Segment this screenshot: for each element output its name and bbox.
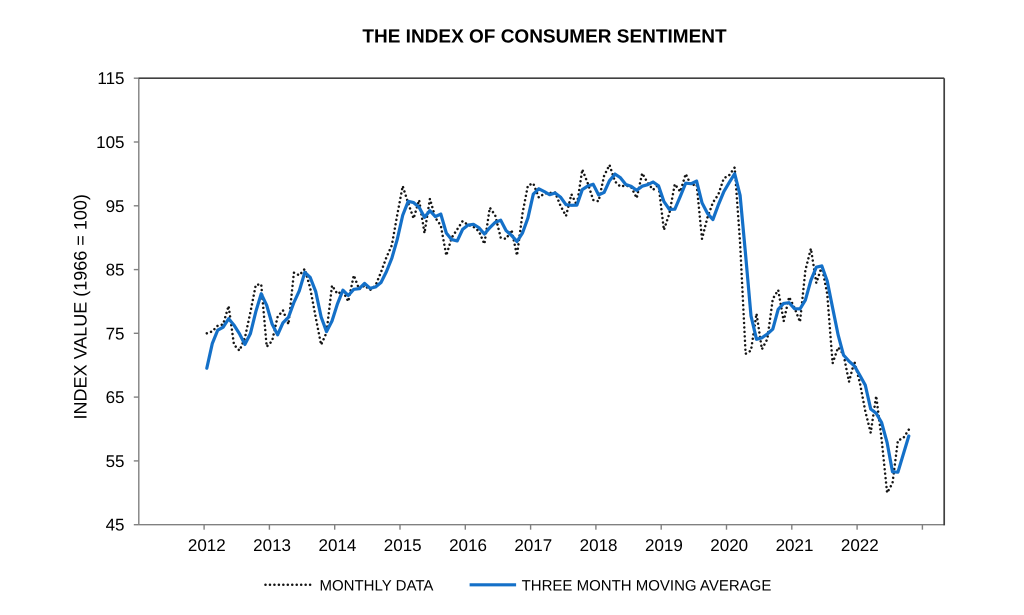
svg-text:THREE MONTH MOVING AVERAGE: THREE MONTH MOVING AVERAGE xyxy=(522,577,772,594)
svg-text:INDEX VALUE (1966 = 100): INDEX VALUE (1966 = 100) xyxy=(71,194,91,419)
svg-text:2022: 2022 xyxy=(841,536,879,555)
svg-text:2019: 2019 xyxy=(645,536,683,555)
svg-text:115: 115 xyxy=(97,69,124,88)
svg-text:2017: 2017 xyxy=(514,536,552,555)
svg-text:75: 75 xyxy=(106,324,125,343)
svg-text:55: 55 xyxy=(106,452,125,471)
svg-text:2016: 2016 xyxy=(449,536,487,555)
svg-text:95: 95 xyxy=(106,197,125,216)
svg-text:2012: 2012 xyxy=(188,536,226,555)
svg-text:2018: 2018 xyxy=(580,536,618,555)
svg-text:45: 45 xyxy=(106,516,125,535)
svg-text:85: 85 xyxy=(106,261,125,280)
svg-text:2014: 2014 xyxy=(318,536,356,555)
svg-text:65: 65 xyxy=(106,388,125,407)
svg-text:105: 105 xyxy=(96,133,124,152)
svg-text:THE INDEX OF CONSUMER SENTIMEN: THE INDEX OF CONSUMER SENTIMENT xyxy=(362,27,727,48)
svg-text:2013: 2013 xyxy=(253,536,291,555)
svg-text:MONTHLY DATA: MONTHLY DATA xyxy=(320,577,434,594)
svg-text:2015: 2015 xyxy=(384,536,422,555)
svg-text:2021: 2021 xyxy=(776,536,814,555)
svg-text:2020: 2020 xyxy=(710,536,748,555)
